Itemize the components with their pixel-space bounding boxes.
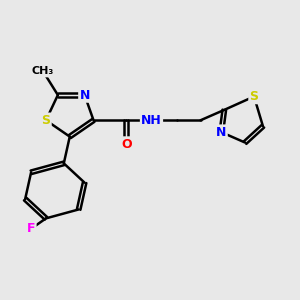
Text: S: S — [250, 90, 259, 103]
Text: NH: NH — [141, 114, 162, 127]
Text: O: O — [121, 138, 131, 151]
Text: N: N — [80, 88, 90, 101]
Text: F: F — [27, 222, 35, 235]
Text: S: S — [41, 114, 50, 127]
Text: CH₃: CH₃ — [32, 66, 54, 76]
Text: N: N — [216, 126, 226, 139]
